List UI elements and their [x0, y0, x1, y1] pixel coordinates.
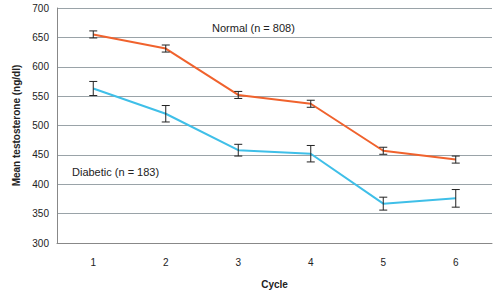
svg-text:Diabetic (n = 183): Diabetic (n = 183) [72, 166, 159, 178]
svg-text:3: 3 [235, 257, 241, 268]
svg-text:6: 6 [453, 257, 459, 268]
svg-text:4: 4 [308, 257, 314, 268]
svg-text:400: 400 [32, 179, 49, 190]
svg-text:550: 550 [32, 91, 49, 102]
svg-text:1: 1 [90, 257, 96, 268]
svg-text:350: 350 [32, 208, 49, 219]
svg-text:5: 5 [380, 257, 386, 268]
svg-text:600: 600 [32, 61, 49, 72]
svg-text:Normal (n = 808): Normal (n = 808) [212, 22, 295, 34]
svg-text:300: 300 [32, 238, 49, 249]
svg-text:450: 450 [32, 149, 49, 160]
svg-text:Mean testosterone (ng/dl): Mean testosterone (ng/dl) [11, 65, 22, 187]
svg-text:2: 2 [163, 257, 169, 268]
svg-text:500: 500 [32, 120, 49, 131]
svg-text:700: 700 [32, 3, 49, 14]
svg-text:650: 650 [32, 32, 49, 43]
svg-text:Cycle: Cycle [261, 279, 288, 290]
